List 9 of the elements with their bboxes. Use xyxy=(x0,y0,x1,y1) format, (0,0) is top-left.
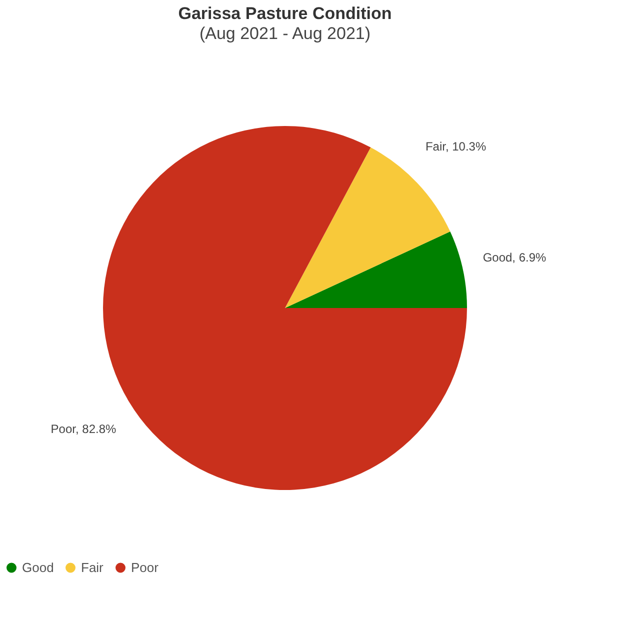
data-label: Fair, 10.3% xyxy=(425,140,486,154)
legend-label: Fair xyxy=(81,560,104,575)
data-label: Good, 6.9% xyxy=(482,250,547,264)
pie-slice xyxy=(285,232,467,308)
data-label: Poor, 82.8% xyxy=(50,422,116,436)
chart-subtitle: (Aug 2021 - Aug 2021) xyxy=(199,24,371,43)
chart-title: Garissa Pasture Condition xyxy=(178,4,392,23)
legend-label: Good xyxy=(22,560,54,575)
legend-label: Poor xyxy=(131,560,160,575)
